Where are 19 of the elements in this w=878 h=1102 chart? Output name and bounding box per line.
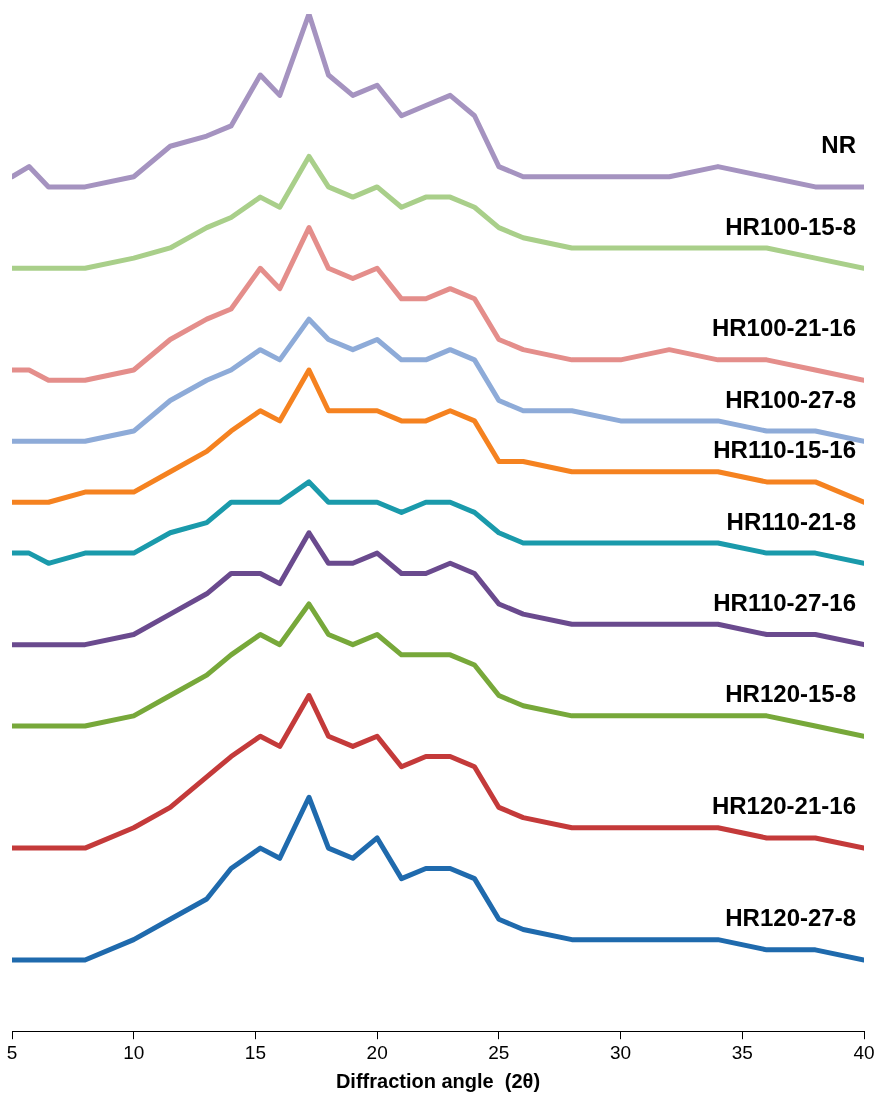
series-label: HR100-21-16 <box>711 314 856 342</box>
x-tick-label: 25 <box>488 1041 510 1063</box>
series-label: HR110-15-16 <box>713 436 856 464</box>
x-tick-label: 30 <box>610 1041 632 1063</box>
x-tick-label: 5 <box>6 1041 18 1063</box>
series-label: HR110-21-8 <box>726 507 856 535</box>
x-tick-label: 10 <box>123 1041 145 1063</box>
series-label: HR120-21-16 <box>711 792 856 820</box>
series-label: HR120-15-8 <box>725 680 856 708</box>
x-tick-label: 15 <box>244 1041 266 1063</box>
series-label: HR100-27-8 <box>725 385 856 413</box>
series-label: NR <box>821 131 856 159</box>
x-tick-label: 20 <box>366 1041 388 1063</box>
series-label: HR110-27-16 <box>713 588 856 616</box>
series-label: HR100-15-8 <box>725 212 856 240</box>
x-tick-label: 40 <box>853 1041 875 1063</box>
x-axis-title: Diffraction angle (2θ) <box>335 1069 541 1092</box>
series-label: HR120-27-8 <box>725 904 856 932</box>
x-tick-label: 35 <box>731 1041 753 1063</box>
